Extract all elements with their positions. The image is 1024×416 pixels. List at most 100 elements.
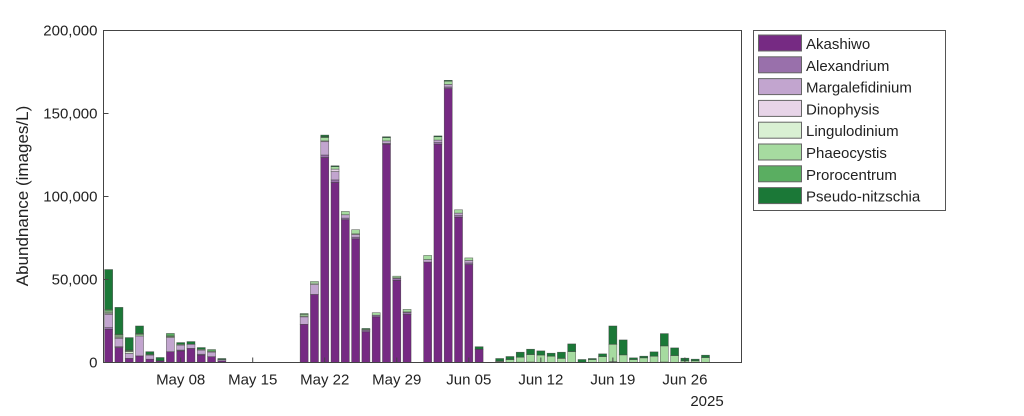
bar-stack-2025-05-01 <box>104 269 113 363</box>
bar-segment-akashiwo <box>124 358 134 363</box>
bar-stack-2025-06-10 <box>515 351 525 363</box>
bar-segment-pseudo-nitzschia <box>536 350 546 356</box>
bar-stack-2025-05-10 <box>196 347 206 363</box>
bar-segment-margalefidinium <box>176 344 185 351</box>
y-tick-label: 0 <box>89 355 97 372</box>
bar-segment-phaeocystis <box>701 357 710 363</box>
x-year-label: 2025 <box>690 393 723 410</box>
x-tick-label: May 08 <box>156 372 205 389</box>
legend-item-phaeocystis: Phaeocystis <box>758 143 887 162</box>
legend-item-akashiwo: Akashiwo <box>758 34 870 53</box>
bar-stack-2025-05-07 <box>166 333 175 363</box>
bar-segment-pseudo-nitzschia <box>196 347 206 350</box>
bar-stack-2025-06-09 <box>505 356 515 363</box>
bar-segment-phaeocystis <box>330 166 340 170</box>
bar-segment-akashiwo <box>454 216 463 363</box>
bar-segment-phaeocystis <box>464 257 474 261</box>
bar-segment-akashiwo <box>114 347 124 363</box>
plot-frame <box>103 30 742 363</box>
bar-segment-pseudo-nitzschia <box>145 351 155 355</box>
bar-segment-margalefidinium <box>443 84 453 88</box>
bar-stack-2025-05-26 <box>361 328 371 363</box>
bar-segment-margalefidinium <box>341 214 350 219</box>
bar-segment-margalefidinium <box>196 349 206 355</box>
bar-segment-pseudo-nitzschia <box>515 351 525 358</box>
bar-segment-margalefidinium <box>433 139 443 143</box>
bar-segment-akashiwo <box>464 264 474 363</box>
bar-segment-prorocentrum <box>166 333 175 337</box>
bar-segment-pseudo-nitzschia <box>330 165 340 167</box>
bar-segment-margalefidinium <box>464 260 474 264</box>
bar-segment-pseudo-nitzschia <box>587 358 597 360</box>
bar-segment-phaeocystis <box>392 275 402 279</box>
bar-segment-akashiwo <box>135 355 144 363</box>
bar-segment-pseudo-nitzschia <box>526 348 535 355</box>
bar-segment-pseudo-nitzschia <box>474 346 484 350</box>
y-tick-label: 50,000 <box>52 272 98 289</box>
bar-segment-phaeocystis <box>639 357 649 363</box>
bar-segment-phaeocystis <box>320 137 330 142</box>
legend-label: Phaeocystis <box>806 145 887 162</box>
x-tick-label: Jun 26 <box>662 372 707 389</box>
bar-segment-pseudo-nitzschia <box>217 358 227 360</box>
bar-stack-2025-06-15 <box>567 343 577 363</box>
bar-segment-pseudo-nitzschia <box>114 307 124 335</box>
bar-stack-2025-05-02 <box>114 307 124 363</box>
legend-item-alexandrium: Alexandrium <box>758 56 889 75</box>
bar-segment-prorocentrum <box>299 313 309 315</box>
legend-item-prorocentrum: Prorocentrum <box>758 165 897 184</box>
bar-segment-pseudo-nitzschia <box>124 337 134 351</box>
bar-stack-2025-05-27 <box>371 312 381 363</box>
bar-segment-phaeocystis <box>402 309 412 313</box>
bar-segment-margalefidinium <box>310 284 319 295</box>
bar-stack-2025-05-09 <box>186 341 196 363</box>
bar-segment-akashiwo <box>392 280 402 363</box>
bar-stack-2025-05-23 <box>330 165 340 363</box>
legend-label: Akashiwo <box>806 36 870 53</box>
bar-segment-akashiwo <box>186 348 196 363</box>
bar-stack-2025-05-05 <box>145 351 155 363</box>
bar-segment-akashiwo <box>104 328 113 363</box>
legend-swatch <box>758 165 802 183</box>
bar-segment-pseudo-nitzschia <box>433 135 443 138</box>
bar-segment-akashiwo <box>320 157 330 363</box>
legend: Akashiwo Alexandrium Margalefidinium Dinoph… <box>753 30 946 211</box>
bar-segment-pseudo-nitzschia <box>660 333 669 347</box>
x-tick-label: Jun 19 <box>590 372 635 389</box>
bar-segment-pseudo-nitzschia <box>670 347 679 356</box>
bar-segment-phaeocystis <box>567 351 577 363</box>
bar-segment-phaeocystis <box>310 281 319 284</box>
bar-segment-pseudo-nitzschia <box>176 342 185 345</box>
legend-swatch <box>758 34 802 52</box>
bars-layer <box>104 80 710 363</box>
bar-segment-margalefidinium <box>114 338 124 348</box>
bar-segment-pseudo-nitzschia <box>104 269 113 310</box>
bar-segment-pseudo-nitzschia <box>649 351 659 357</box>
bar-segment-margalefidinium <box>330 171 340 181</box>
bar-stack-2025-06-06 <box>474 346 484 363</box>
bar-segment-phaeocystis <box>618 354 628 363</box>
bar-segment-prorocentrum <box>207 349 216 352</box>
bar-segment-alexandrium <box>330 179 340 183</box>
bar-segment-pseudo-nitzschia <box>505 356 515 360</box>
bar-stack-2025-05-25 <box>351 229 360 363</box>
y-axis-label: Abundnance (images/L) <box>13 106 32 287</box>
bar-segment-akashiwo <box>330 182 340 363</box>
bar-segment-pseudo-nitzschia <box>382 136 391 138</box>
legend-swatch <box>758 56 802 74</box>
bar-segment-akashiwo <box>361 331 371 363</box>
bar-segment-pseudo-nitzschia <box>135 325 144 334</box>
legend-label: Alexandrium <box>806 58 889 75</box>
legend-label: Lingulodinium <box>806 123 899 140</box>
bar-segment-akashiwo <box>402 314 412 363</box>
bar-segment-pseudo-nitzschia <box>361 328 371 330</box>
bar-segment-akashiwo <box>196 354 206 363</box>
bar-segment-akashiwo <box>443 88 453 363</box>
bar-segment-phaeocystis <box>443 80 453 85</box>
bar-segment-margalefidinium <box>207 351 216 357</box>
bar-segment-margalefidinium <box>320 141 330 156</box>
bar-segment-phaeocystis <box>649 355 659 363</box>
bar-stack-2025-06-03 <box>443 80 453 363</box>
legend-item-lingulodinium: Lingulodinium <box>758 121 899 140</box>
bar-segment-margalefidinium <box>351 234 360 238</box>
